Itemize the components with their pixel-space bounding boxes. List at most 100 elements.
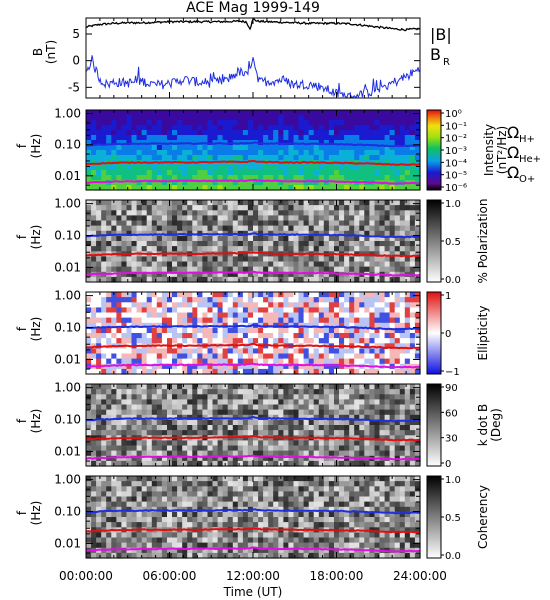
colorbar-tick-label: 0.5 [445, 513, 461, 524]
colorbar: 1 0 −1 Ellipticity [426, 291, 490, 378]
colorbar-tick-label: 30 [445, 434, 458, 445]
colorbar-label: % Polarization [476, 199, 490, 284]
y-tick-label: 0.01 [54, 352, 81, 366]
y-axis-label: f [15, 510, 29, 515]
y-tick-label: -5 [68, 80, 80, 94]
colorbar-tick-label: 0.5 [445, 237, 461, 248]
colorbar: 1.0 0.5 0.0 Coherency [426, 475, 490, 562]
gyrofrequency-line-Hplus [85, 323, 421, 331]
y-tick-label: 0.01 [54, 536, 81, 550]
spectrogram-texture [86, 292, 421, 375]
legend-omega: Ω [507, 143, 519, 162]
x-tick-label: 00:00:00 [59, 569, 113, 583]
legend-omega-subscript: H+ [519, 134, 535, 145]
y-tick-label: 1.00 [54, 381, 81, 395]
colorbar-tick-label: 60 [445, 408, 458, 419]
gyrofrequency-line-Heplus [85, 342, 421, 350]
colorbar-tick-label: 90 [445, 383, 458, 394]
series-line-br [85, 55, 421, 99]
spectrogram-texture [86, 200, 421, 283]
colorbar-tick-label: 0.0 [445, 275, 461, 286]
y-axis-label: f [15, 234, 29, 239]
colorbar-tick-label: 10⁻³ [445, 146, 467, 157]
y-tick-label: 0.10 [54, 413, 81, 427]
y-axis-label: f [15, 143, 29, 148]
y-tick-label: 0.01 [54, 169, 81, 183]
x-axis-label: Time (UT) [223, 585, 283, 599]
legend-omega-subscript: O+ [519, 174, 535, 185]
colorbar-label: Coherency [476, 485, 490, 549]
colorbar-tick-label: 1.0 [445, 475, 461, 486]
colorbar-tick-label: 0 [445, 329, 451, 340]
y-tick-label: 0.10 [54, 229, 81, 243]
gyrofrequency-line-Oplus [85, 178, 421, 185]
gyrofrequency-line-Heplus [85, 159, 421, 166]
colorbar: 90 60 30 0 k dot B (Deg) [426, 383, 503, 470]
colorbar-tick-label: 10⁻⁵ [445, 171, 467, 182]
gyrofrequency-line-Oplus [85, 362, 421, 369]
y-tick-label: 0.01 [54, 260, 81, 274]
panel-k-dot-b: 1.00 0.10 0.01 f (Hz) 90 60 30 0 k dot B (Deg) [15, 381, 503, 470]
y-tick-label: 1.00 [54, 289, 81, 303]
x-tick-label: 06:00:00 [143, 569, 197, 583]
colorbar-tick-label: 10⁻¹ [445, 121, 467, 132]
gyrofrequency-line-Heplus [85, 527, 421, 534]
legend-omega-subscript: He+ [519, 154, 541, 165]
panel-ellipticity: 1.00 0.10 0.01 f (Hz) 1 0 −1 Ellipticity [15, 289, 490, 378]
colorbar-tick-label: 1 [445, 291, 451, 302]
x-tick-label: 24:00:00 [393, 569, 447, 583]
gyrofrequency-line-Hplus [86, 508, 421, 515]
gyrofrequency-line-Heplus [85, 435, 421, 442]
y-tick-label: 0 [72, 54, 80, 68]
y-axis-label: B [31, 48, 45, 56]
gyrofrequency-line-Hplus [85, 415, 421, 423]
y-axis-unit: (Hz) [29, 134, 43, 159]
ion-legend: Ω H+Ω He+Ω O+ [507, 123, 541, 185]
panel-polarization: 1.00 0.10 0.01 f (Hz) 1.0 0.5 0.0 % Polarization [15, 197, 490, 286]
legend-omega: Ω [507, 123, 519, 142]
gyrofrequency-line-Oplus [85, 270, 421, 277]
y-axis-unit: (Hz) [29, 317, 43, 342]
gyrofrequency-line-Oplus [85, 454, 421, 461]
panel-coherency: 1.00 0.10 0.01 f (Hz) 1.0 0.5 0.0 Coherency [15, 473, 490, 562]
colorbar-tick-label: 10⁻² [445, 134, 467, 145]
x-tick-label: 18:00:00 [310, 569, 364, 583]
x-tick-label: 12:00:00 [226, 569, 280, 583]
colorbar-gradient [426, 475, 442, 559]
y-axis-unit: (Hz) [29, 225, 43, 250]
y-tick-label: 1.00 [54, 197, 81, 211]
legend-btotal: |B| [430, 25, 452, 44]
colorbar-gradient [426, 383, 442, 467]
y-tick-label: 0.01 [54, 444, 81, 458]
y-axis-label: f [15, 418, 29, 423]
y-tick-label: 0.10 [54, 505, 81, 519]
spectrogram-texture [86, 476, 421, 559]
y-tick-label: 1.00 [54, 473, 81, 487]
y-axis-unit: (Hz) [29, 501, 43, 526]
y-axis-unit: (Hz) [29, 409, 43, 434]
spectrogram-texture [86, 110, 421, 191]
colorbar-tick-label: 10⁻⁴ [445, 158, 467, 169]
gyrofrequency-line-Hplus [85, 232, 421, 239]
colorbar-label: Intensity [482, 124, 496, 176]
colorbar-tick-label: 10⁻⁶ [445, 183, 467, 194]
colorbar-tick-label: 0 [445, 459, 451, 470]
gyrofrequency-line-Oplus [85, 546, 421, 553]
colorbar-gradient [426, 291, 442, 375]
gyrofrequency-line-Heplus [85, 251, 421, 258]
x-axis: 00:00:00 06:00:00 12:00:00 18:00:00 24:00:00 [59, 18, 447, 583]
y-tick-label: 5 [72, 27, 80, 41]
gyrofrequency-line-Hplus [85, 141, 421, 148]
y-axis-label: f [15, 326, 29, 331]
panel-magnetic-field: 50-5B (nT)|B|B R [31, 17, 452, 99]
y-tick-label: 0.10 [54, 321, 81, 335]
colorbar-label: k dot B [476, 404, 490, 446]
legend-omega: Ω [507, 163, 519, 182]
colorbar-label: Ellipticity [476, 306, 490, 361]
colorbar-unit: (nT²/Hz) [495, 126, 509, 174]
y-tick-label: 0.10 [54, 138, 81, 152]
spectrogram-texture [86, 384, 421, 467]
